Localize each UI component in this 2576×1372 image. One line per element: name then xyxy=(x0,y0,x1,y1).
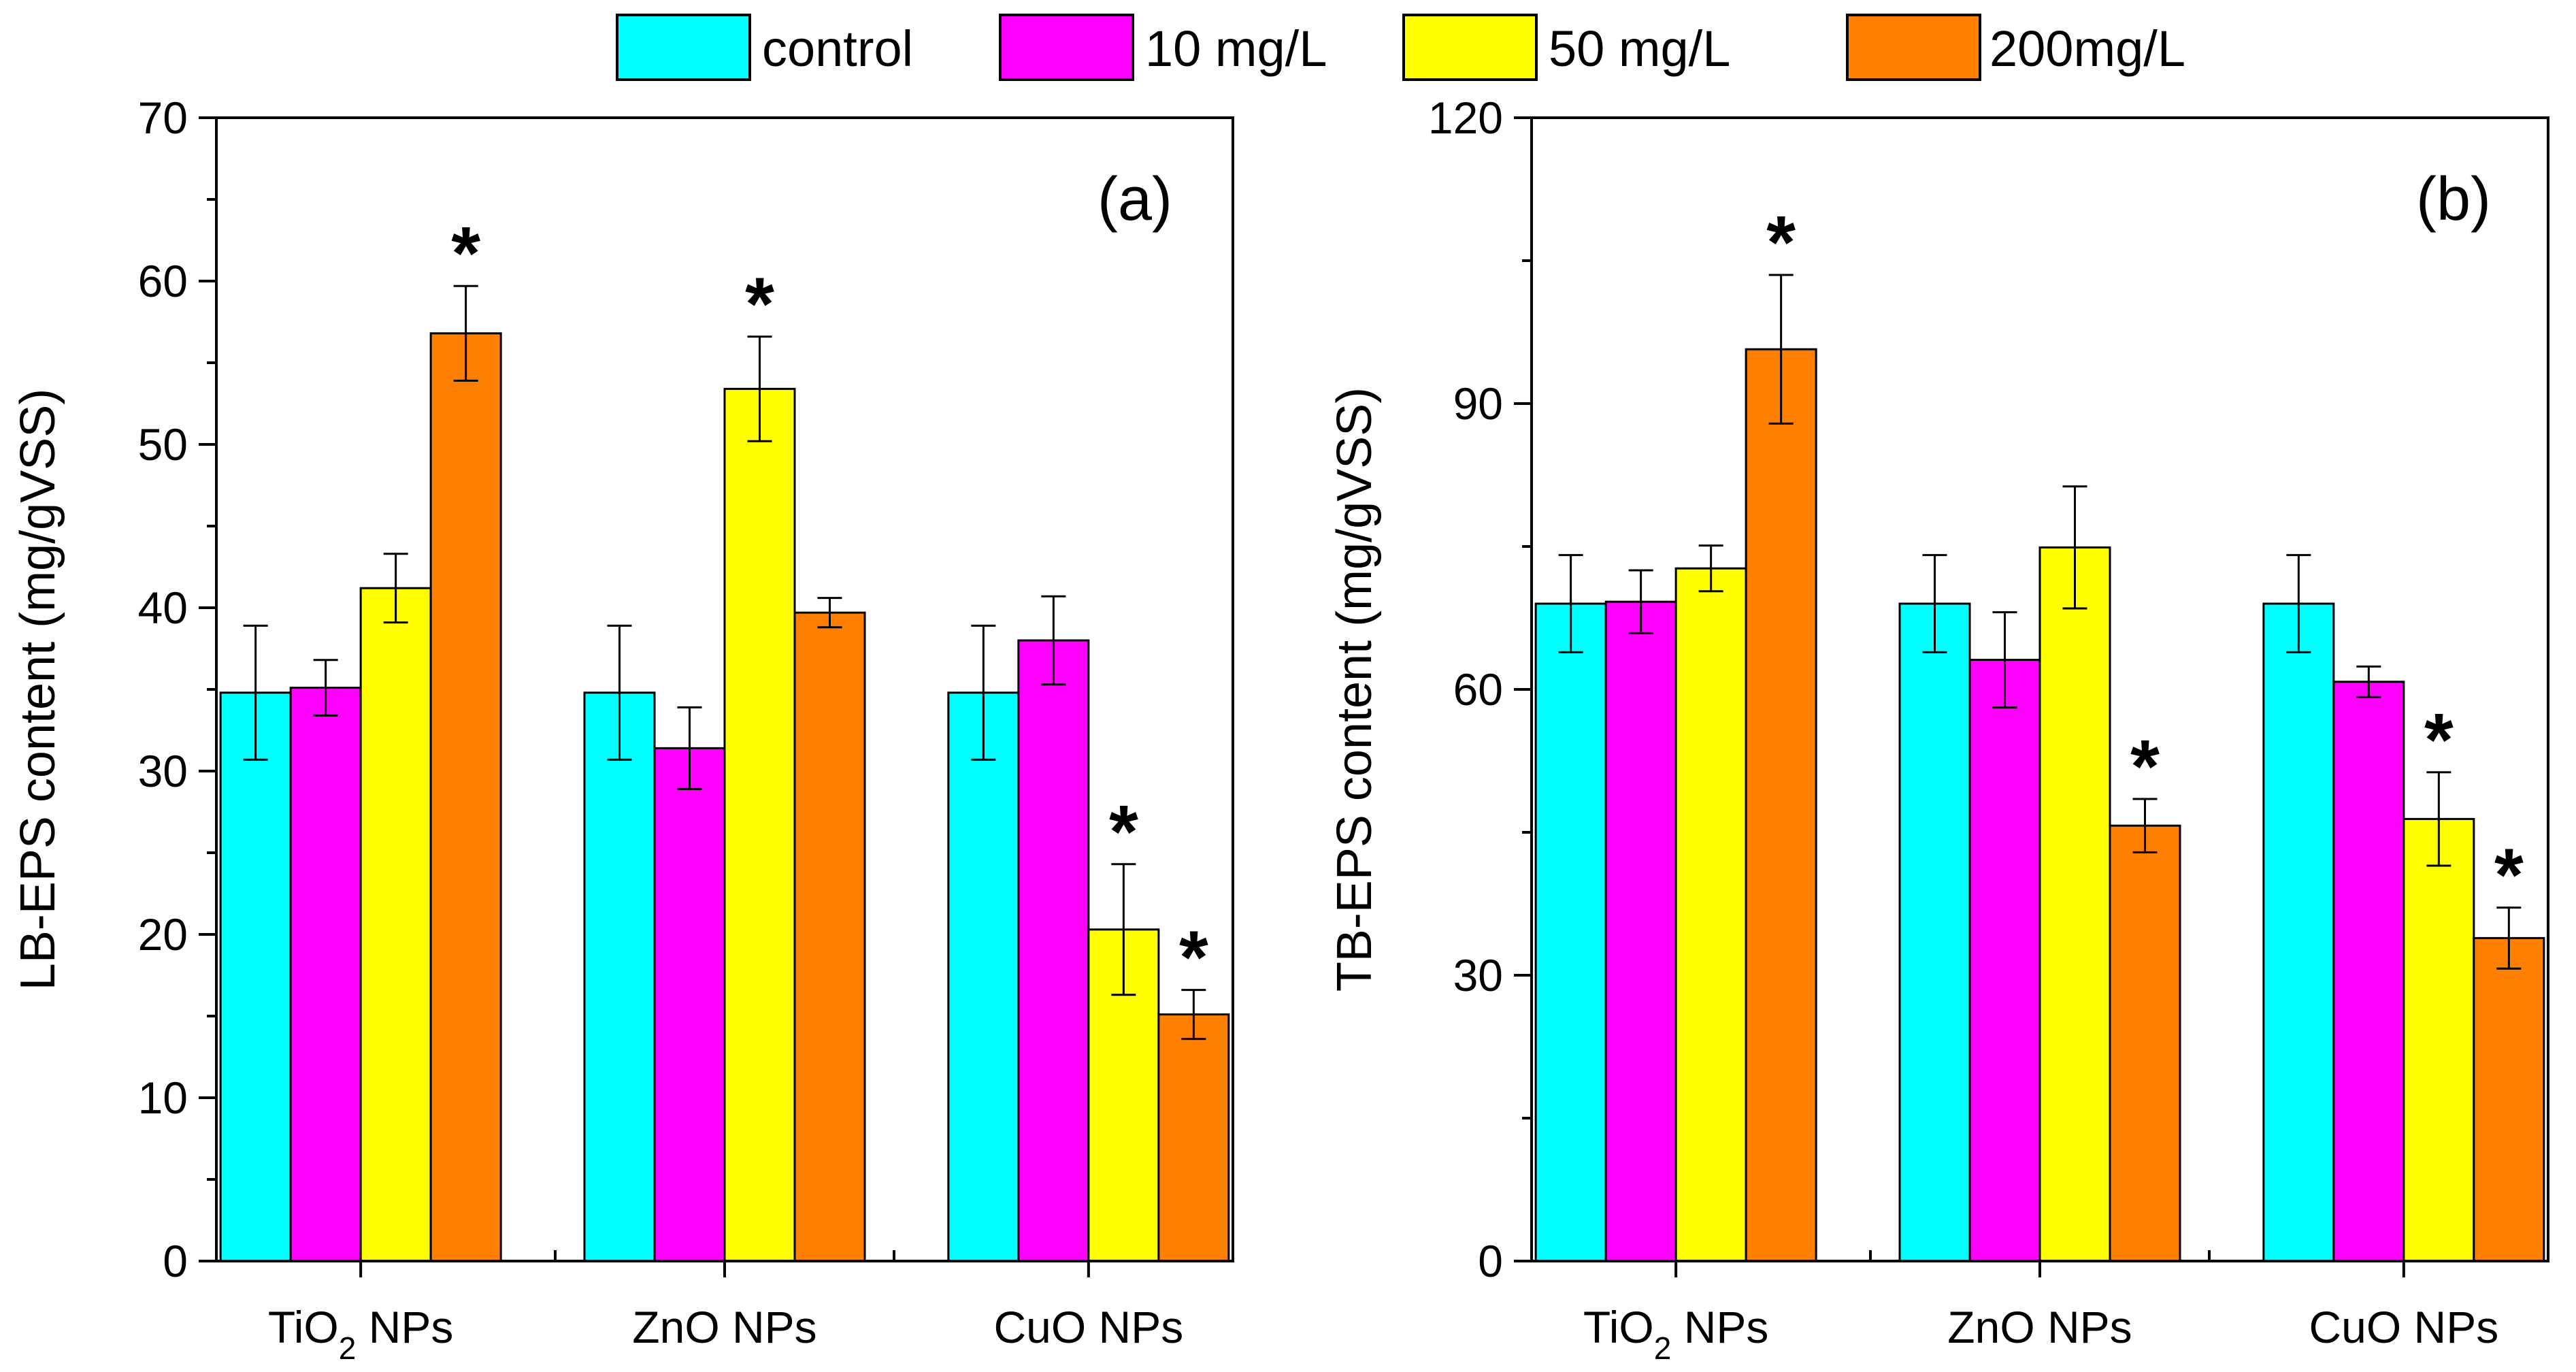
x-tick-label-main: CuO NPs xyxy=(2309,1302,2498,1352)
legend-label-4: 200mg/L xyxy=(1989,20,2185,77)
bar-1-1 xyxy=(1534,602,1607,1262)
panel-b: * * * * 0 30 60 90 120 TiO2 NPs ZnO NPs CuO NPs (b) T… xyxy=(1327,93,2549,1366)
y-tick-label-120: 120 xyxy=(1428,93,1503,143)
bar-1-2 xyxy=(583,691,656,1262)
bar-3-3 xyxy=(2402,817,2475,1262)
x-tick-label-suffix: NPs xyxy=(356,1302,453,1352)
significance-star-4-3: * xyxy=(1179,916,1208,1000)
panel-label: (a) xyxy=(1097,165,1172,233)
x-tick-label-2: ZnO NPs xyxy=(632,1302,816,1352)
bar-3-2 xyxy=(723,387,796,1262)
bar-4-3 xyxy=(2473,936,2545,1262)
legend-swatch-1 xyxy=(616,14,751,81)
bar-3-2 xyxy=(2038,546,2111,1262)
significance-star-3-2: * xyxy=(745,263,774,346)
bar-3-1 xyxy=(1674,567,1747,1262)
significance-star-4-1: * xyxy=(451,212,480,295)
x-tick-label-main: TiO xyxy=(268,1302,339,1352)
x-tick-label-subscript: 2 xyxy=(339,1330,357,1366)
bar-3-1 xyxy=(359,587,432,1262)
bar-4-3 xyxy=(1157,1013,1230,1262)
y-tick-label-30: 30 xyxy=(138,746,188,796)
bar-2-3 xyxy=(2332,681,2405,1262)
y-tick-label-60: 60 xyxy=(1453,664,1503,715)
legend-label-1: control xyxy=(762,20,913,77)
x-tick-label-subscript: 2 xyxy=(1654,1330,1672,1366)
x-tick-label-2: ZnO NPs xyxy=(1947,1302,2132,1352)
legend-label-3: 50 mg/L xyxy=(1549,20,1730,77)
panel-label: (b) xyxy=(2416,165,2491,233)
bar-4-2 xyxy=(793,611,866,1262)
x-tick-label-1: TiO2 NPs xyxy=(268,1302,454,1366)
y-tick-label-10: 10 xyxy=(138,1073,188,1123)
significance-star-3-3: * xyxy=(1109,790,1138,874)
legend-label-2: 10 mg/L xyxy=(1145,20,1327,77)
y-tick-label-50: 50 xyxy=(138,419,188,470)
significance-star-4-2: * xyxy=(2130,725,2160,808)
bar-2-2 xyxy=(653,747,726,1262)
x-tick-label-3: CuO NPs xyxy=(993,1302,1183,1352)
bar-2-1 xyxy=(1604,600,1677,1262)
x-tick-label-main: CuO NPs xyxy=(993,1302,1183,1352)
bar-1-3 xyxy=(2262,602,2335,1262)
x-tick-label-suffix: NPs xyxy=(1671,1302,1768,1352)
bar-1-3 xyxy=(947,691,1020,1262)
significance-star-3-3: * xyxy=(2424,698,2454,782)
y-tick-label-30: 30 xyxy=(1453,950,1503,1000)
y-tick-label-0: 0 xyxy=(163,1236,188,1286)
bar-2-2 xyxy=(1968,659,2041,1262)
y-tick-label-90: 90 xyxy=(1453,378,1503,429)
legend-swatch-2 xyxy=(999,14,1134,81)
legend: control 10 mg/L 50 mg/L 200mg/L xyxy=(616,14,2185,81)
bar-4-1 xyxy=(429,332,502,1262)
y-axis-title: LB-EPS content (mg/gVSS) xyxy=(11,389,65,990)
significance-star-4-3: * xyxy=(2494,834,2524,917)
x-tick-label-1: TiO2 NPs xyxy=(1583,1302,1769,1366)
bar-4-1 xyxy=(1745,348,1817,1262)
y-tick-label-40: 40 xyxy=(138,583,188,633)
bar-2-3 xyxy=(1017,639,1090,1262)
y-tick-label-70: 70 xyxy=(138,93,188,143)
legend-swatch-4 xyxy=(1846,14,1981,81)
significance-star-4-1: * xyxy=(1766,201,1796,284)
bar-2-1 xyxy=(289,687,362,1262)
y-tick-label-20: 20 xyxy=(138,909,188,960)
legend-swatch-3 xyxy=(1402,14,1538,81)
x-tick-label-3: CuO NPs xyxy=(2309,1302,2498,1352)
y-axis-title: TB-EPS content (mg/gVSS) xyxy=(1327,387,1382,992)
x-tick-label-main: ZnO NPs xyxy=(1947,1302,2132,1352)
bar-1-2 xyxy=(1898,602,1971,1262)
y-tick-label-60: 60 xyxy=(138,256,188,306)
bar-4-2 xyxy=(2109,824,2181,1262)
bar-1-1 xyxy=(219,691,292,1262)
y-tick-label-0: 0 xyxy=(1478,1236,1503,1286)
x-tick-label-main: TiO xyxy=(1583,1302,1654,1352)
x-tick-label-main: ZnO NPs xyxy=(632,1302,816,1352)
panel-a: * * * * 0 10 20 30 40 50 60 70 TiO2 NPs ZnO NPs CuO NP… xyxy=(11,93,1234,1366)
